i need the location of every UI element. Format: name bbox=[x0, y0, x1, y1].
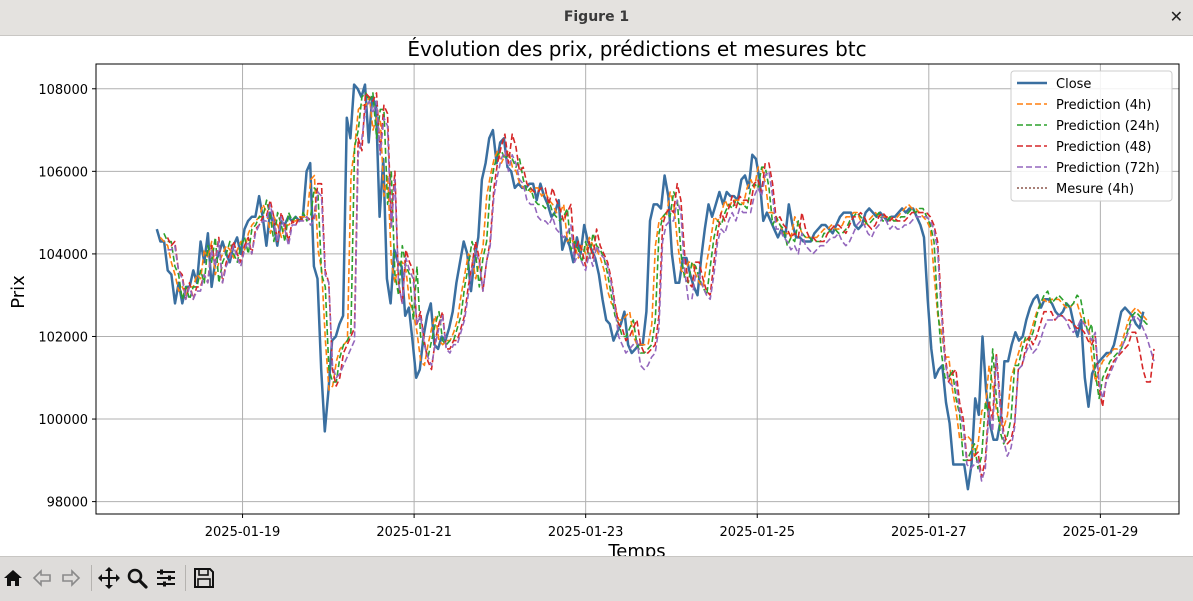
y-tick-label: 100000 bbox=[38, 413, 88, 428]
configure-subplots-icon[interactable] bbox=[153, 565, 179, 591]
x-tick-label: 2025-01-21 bbox=[376, 525, 452, 540]
y-tick-label: 104000 bbox=[38, 248, 88, 263]
series-line-prediction-4 bbox=[167, 100, 1155, 482]
y-tick-label: 98000 bbox=[47, 496, 88, 511]
save-icon[interactable] bbox=[191, 565, 217, 591]
series-line-close bbox=[155, 83, 1145, 491]
home-icon[interactable] bbox=[0, 565, 26, 591]
x-tick-label: 2025-01-29 bbox=[1063, 525, 1139, 540]
y-tick-label: 102000 bbox=[38, 330, 88, 345]
window-titlebar: Figure 1 ✕ bbox=[0, 0, 1193, 36]
axes-frame bbox=[95, 63, 1180, 515]
y-tick-label: 108000 bbox=[38, 83, 88, 98]
navigation-toolbar bbox=[0, 556, 1193, 601]
zoom-icon[interactable] bbox=[124, 565, 150, 591]
x-tick-label: 2025-01-25 bbox=[719, 525, 795, 540]
legend: Close Prediction (4h) Prediction (24h) Pred… bbox=[1010, 70, 1173, 202]
legend-label: Mesure (4h) bbox=[1056, 182, 1134, 197]
legend-label: Prediction (48) bbox=[1056, 140, 1151, 155]
legend-label: Close bbox=[1056, 77, 1091, 92]
back-icon bbox=[29, 565, 55, 591]
forward-icon bbox=[58, 565, 84, 591]
y-axis-label: Prix bbox=[8, 275, 29, 309]
x-tick-label: 2025-01-19 bbox=[205, 525, 281, 540]
close-icon[interactable]: ✕ bbox=[1169, 7, 1183, 26]
x-tick-label: 2025-01-23 bbox=[548, 525, 624, 540]
series-line-prediction-1 bbox=[159, 96, 1148, 457]
legend-box bbox=[1010, 70, 1173, 202]
series-group bbox=[155, 83, 1155, 491]
chart-title: Évolution des prix, prédictions et mesur… bbox=[407, 37, 866, 61]
legend-label: Prediction (4h) bbox=[1056, 98, 1151, 113]
y-tick-label: 106000 bbox=[38, 165, 88, 180]
legend-label: Prediction (72h) bbox=[1056, 161, 1160, 176]
chart: Évolution des prix, prédictions et mesur… bbox=[0, 36, 1193, 556]
x-tick-label: 2025-01-27 bbox=[891, 525, 967, 540]
pan-icon[interactable] bbox=[96, 565, 122, 591]
series-line-prediction-2 bbox=[163, 92, 1151, 470]
grid-lines bbox=[96, 64, 1179, 514]
window-title: Figure 1 bbox=[563, 9, 630, 25]
x-axis-label: Temps bbox=[607, 541, 665, 556]
axis-ticks: 2025-01-19 2025-01-21 2025-01-23 2025-01-25… bbox=[38, 83, 1138, 540]
legend-label: Prediction (24h) bbox=[1056, 119, 1160, 134]
